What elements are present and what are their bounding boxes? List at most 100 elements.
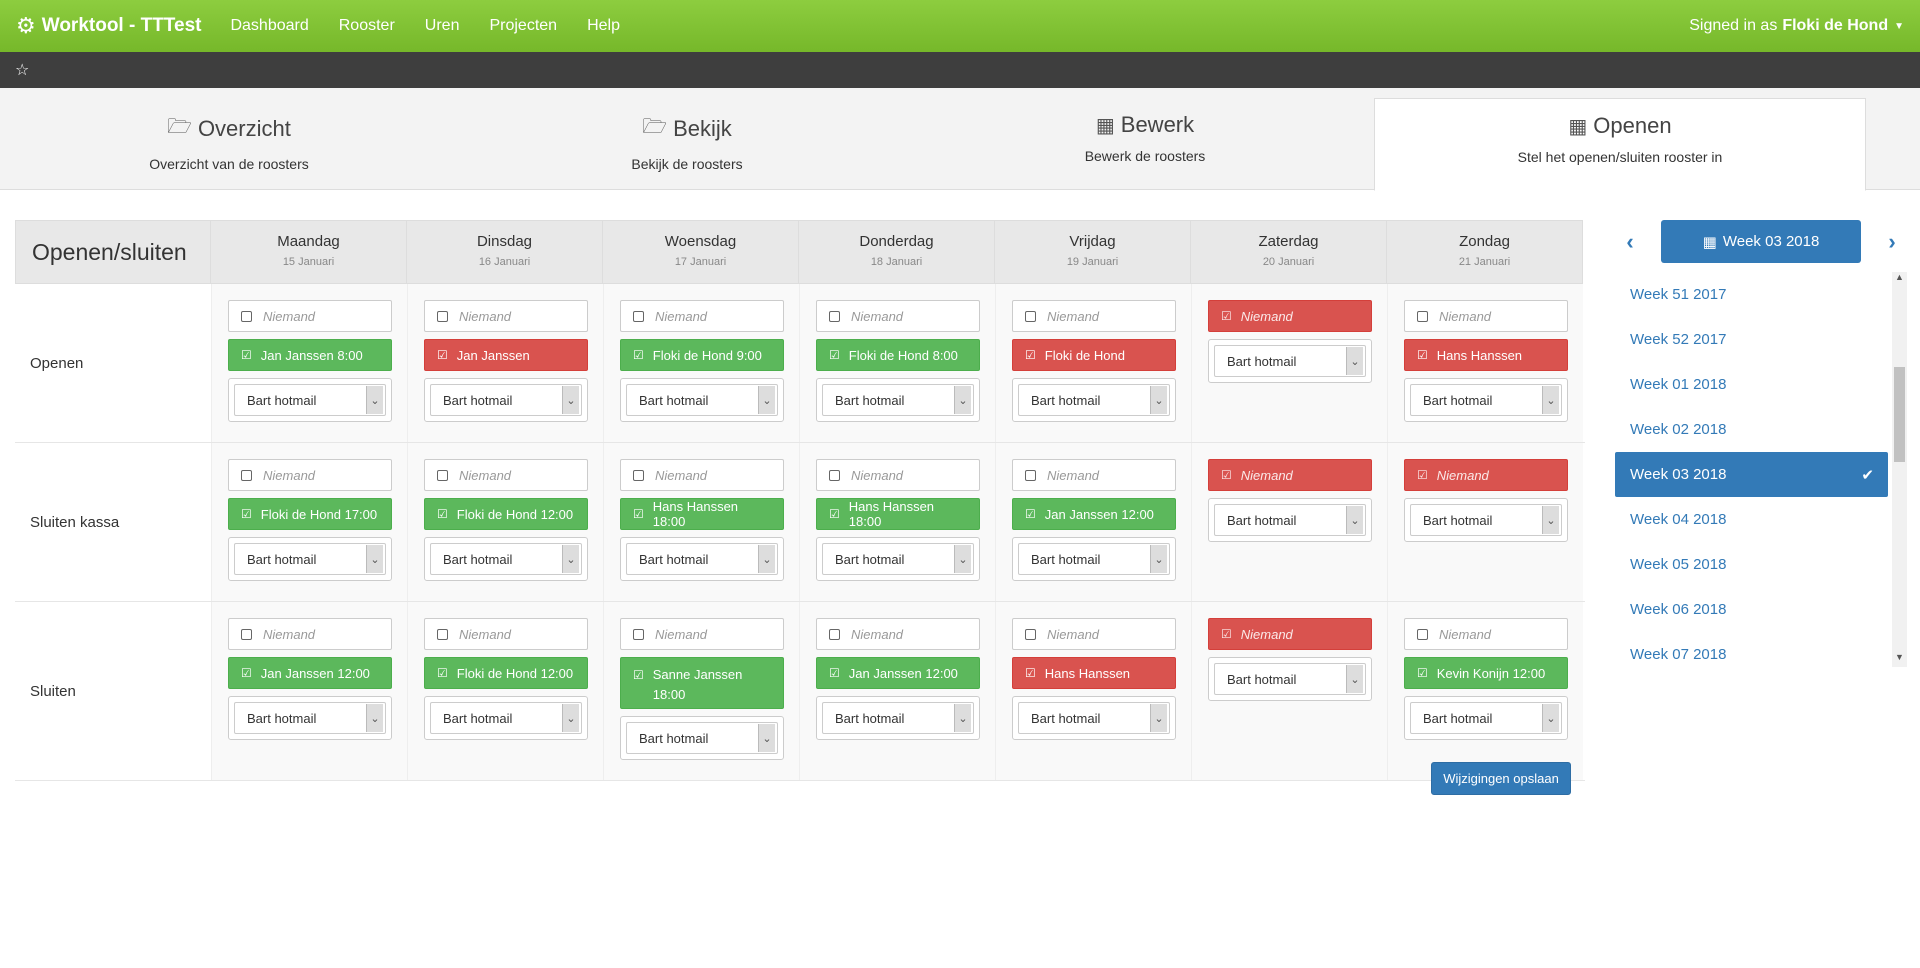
cogs-icon: ⚙ (16, 13, 36, 38)
nobody-option[interactable]: Niemand (424, 459, 588, 491)
tab-bewerk[interactable]: ▦ Bewerk Bewerk de roosters (916, 88, 1374, 189)
week-item[interactable]: Week 04 2018 (1615, 497, 1888, 542)
nav-projecten[interactable]: Projecten (489, 17, 558, 34)
nobody-option[interactable]: ☑ Niemand (1208, 618, 1372, 650)
nobody-option[interactable]: ☑ Niemand (1208, 300, 1372, 332)
nobody-option[interactable]: Niemand (620, 300, 784, 332)
week-item[interactable]: Week 52 2017 (1615, 317, 1888, 362)
save-changes-button[interactable]: Wijzigingen opslaan (1431, 762, 1571, 795)
person-select[interactable]: Bart hotmail ⌄ (228, 537, 392, 581)
person-select[interactable]: Bart hotmail ⌄ (1012, 696, 1176, 740)
person-select[interactable]: Bart hotmail ⌄ (816, 378, 980, 422)
person-select[interactable]: Bart hotmail ⌄ (620, 537, 784, 581)
person-select[interactable]: Bart hotmail ⌄ (1404, 378, 1568, 422)
assigned-person[interactable]: ☑ Jan Janssen (424, 339, 588, 371)
nobody-label: Niemand (459, 467, 512, 483)
tab-bekijk[interactable]: 🗁 Bekijk Bekijk de roosters (458, 88, 916, 189)
nobody-option[interactable]: Niemand (816, 618, 980, 650)
assigned-person[interactable]: ☑ Jan Janssen 12:00 (816, 657, 980, 689)
person-select[interactable]: Bart hotmail ⌄ (620, 716, 784, 760)
week-list-scrollbar[interactable]: ▲ ▼ (1892, 272, 1907, 667)
person-select[interactable]: Bart hotmail ⌄ (1208, 657, 1372, 701)
assigned-person[interactable]: ☑ Jan Janssen 12:00 (228, 657, 392, 689)
person-select[interactable]: Bart hotmail ⌄ (620, 378, 784, 422)
chevron-right-icon[interactable]: › (1888, 228, 1896, 254)
nobody-option[interactable]: Niemand (1012, 459, 1176, 491)
assigned-person[interactable]: ☑ Hans Hanssen 18:00 (620, 498, 784, 530)
nobody-option[interactable]: Niemand (620, 618, 784, 650)
person-select[interactable]: Bart hotmail ⌄ (424, 378, 588, 422)
assigned-person[interactable]: ☑ Hans Hanssen (1404, 339, 1568, 371)
assigned-person[interactable]: ☑ Floki de Hond 17:00 (228, 498, 392, 530)
day-header: Dinsdag 16 Januari (407, 220, 603, 284)
nobody-option[interactable]: Niemand (228, 618, 392, 650)
scroll-thumb[interactable] (1894, 367, 1905, 462)
nav-help[interactable]: Help (587, 17, 620, 34)
select-value: Bart hotmail (1423, 710, 1493, 726)
week-item[interactable]: Week 01 2018 (1615, 362, 1888, 407)
schedule-cell: Niemand ☑ Jan Janssen Bart hotmail ⌄ (407, 284, 603, 442)
assigned-person[interactable]: ☑ Hans Hanssen 18:00 (816, 498, 980, 530)
person-select[interactable]: Bart hotmail ⌄ (424, 537, 588, 581)
tab-overzicht[interactable]: 🗁 Overzicht Overzicht van de roosters (0, 88, 458, 189)
assigned-person[interactable]: ☑ Jan Janssen 8:00 (228, 339, 392, 371)
nobody-option[interactable]: Niemand (1404, 618, 1568, 650)
nav-dashboard[interactable]: Dashboard (230, 17, 309, 34)
star-icon[interactable]: ☆ (15, 62, 30, 79)
nobody-option[interactable]: Niemand (1012, 618, 1176, 650)
nobody-option[interactable]: Niemand (816, 459, 980, 491)
week-label: Week 01 2018 (1630, 376, 1727, 393)
assigned-person[interactable]: ☑ Hans Hanssen (1012, 657, 1176, 689)
nav-uren[interactable]: Uren (424, 17, 460, 34)
assigned-person[interactable]: ☑ Floki de Hond 12:00 (424, 498, 588, 530)
person-select[interactable]: Bart hotmail ⌄ (1404, 696, 1568, 740)
nobody-option[interactable]: Niemand (424, 300, 588, 332)
week-item[interactable]: Week 51 2017 (1615, 272, 1888, 317)
assigned-person[interactable]: ☑ Sanne Janssen 18:00 (620, 657, 784, 709)
tab-openen[interactable]: ▦ Openen Stel het openen/sluiten rooster … (1374, 98, 1866, 191)
current-week-button[interactable]: ▦ Week 03 2018 (1661, 220, 1861, 263)
nav-rooster[interactable]: Rooster (338, 17, 395, 34)
nobody-option[interactable]: Niemand (1012, 300, 1176, 332)
person-select[interactable]: Bart hotmail ⌄ (228, 696, 392, 740)
check-square-icon: ☑ (1221, 309, 1232, 323)
person-select[interactable]: Bart hotmail ⌄ (1404, 498, 1568, 542)
person-select[interactable]: Bart hotmail ⌄ (816, 537, 980, 581)
week-item[interactable]: Week 02 2018 (1615, 407, 1888, 452)
person-select[interactable]: Bart hotmail ⌄ (1208, 498, 1372, 542)
assigned-person[interactable]: ☑ Floki de Hond 8:00 (816, 339, 980, 371)
assigned-person[interactable]: ☑ Floki de Hond 12:00 (424, 657, 588, 689)
week-item[interactable]: Week 07 2018 (1615, 632, 1888, 677)
nobody-option[interactable]: Niemand (620, 459, 784, 491)
nobody-option[interactable]: Niemand (424, 618, 588, 650)
person-select[interactable]: Bart hotmail ⌄ (1208, 339, 1372, 383)
person-select[interactable]: Bart hotmail ⌄ (816, 696, 980, 740)
nobody-option[interactable]: Niemand (1404, 300, 1568, 332)
day-name: Vrijdag (1069, 233, 1116, 250)
nobody-option[interactable]: ☑ Niemand (1404, 459, 1568, 491)
folder-open-icon: 🗁 (642, 116, 668, 138)
nobody-option[interactable]: Niemand (228, 459, 392, 491)
tab-subtitle: Bewerk de roosters (1084, 148, 1206, 164)
brand[interactable]: ⚙ Worktool - TTTest (16, 15, 201, 37)
check-square-icon: ☑ (1221, 627, 1232, 641)
nobody-option[interactable]: Niemand (816, 300, 980, 332)
person-select[interactable]: Bart hotmail ⌄ (424, 696, 588, 740)
assigned-person[interactable]: ☑ Floki de Hond 9:00 (620, 339, 784, 371)
assigned-person[interactable]: ☑ Jan Janssen 12:00 (1012, 498, 1176, 530)
scroll-down-icon[interactable]: ▼ (1895, 652, 1904, 662)
nobody-option[interactable]: Niemand (228, 300, 392, 332)
week-item[interactable]: Week 06 2018 (1615, 587, 1888, 632)
person-select[interactable]: Bart hotmail ⌄ (228, 378, 392, 422)
table-header: Openen/sluiten Maandag 15 Januari Dinsdag… (15, 220, 1585, 284)
chevron-left-icon[interactable]: ‹ (1626, 228, 1634, 254)
assigned-person[interactable]: ☑ Floki de Hond (1012, 339, 1176, 371)
person-select[interactable]: Bart hotmail ⌄ (1012, 378, 1176, 422)
week-item[interactable]: Week 05 2018 (1615, 542, 1888, 587)
week-item[interactable]: Week 03 2018 ✔ (1615, 452, 1888, 497)
person-select[interactable]: Bart hotmail ⌄ (1012, 537, 1176, 581)
scroll-up-icon[interactable]: ▲ (1895, 272, 1904, 282)
nobody-option[interactable]: ☑ Niemand (1208, 459, 1372, 491)
assigned-person[interactable]: ☑ Kevin Konijn 12:00 (1404, 657, 1568, 689)
user-menu[interactable]: Signed in as Floki de Hond ▼ (1689, 17, 1904, 35)
